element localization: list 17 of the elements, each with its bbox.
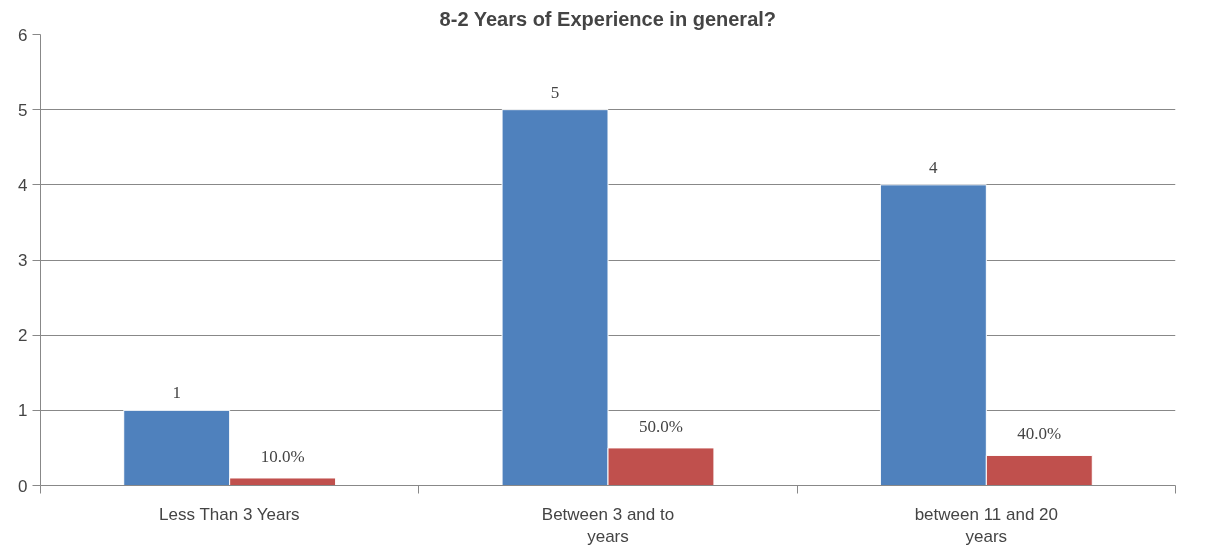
y-tick-label: 0 <box>18 476 28 496</box>
data-label: 5 <box>550 82 560 102</box>
y-tick-label: 3 <box>18 251 28 270</box>
data-label: 10.0% <box>260 446 305 466</box>
x-tick-label: Between 3 and to years <box>541 504 675 547</box>
y-tick-label: 1 <box>18 401 28 421</box>
chart-title: 8-2 Years of Experience in general? <box>439 7 777 30</box>
data-label: 50.0% <box>639 416 683 436</box>
y-tick-label: 6 <box>18 25 28 45</box>
y-tick-label: 2 <box>18 326 28 346</box>
y-tick-label: 5 <box>18 100 28 120</box>
x-tick-label: between 11 and 20 years <box>914 504 1059 547</box>
x-tick-label: Less Than 3 Years <box>159 504 300 524</box>
y-tick-label: 4 <box>18 175 28 195</box>
data-label: 4 <box>929 157 939 177</box>
data-label: 40.0% <box>1017 424 1062 444</box>
data-label: 1 <box>172 383 181 403</box>
